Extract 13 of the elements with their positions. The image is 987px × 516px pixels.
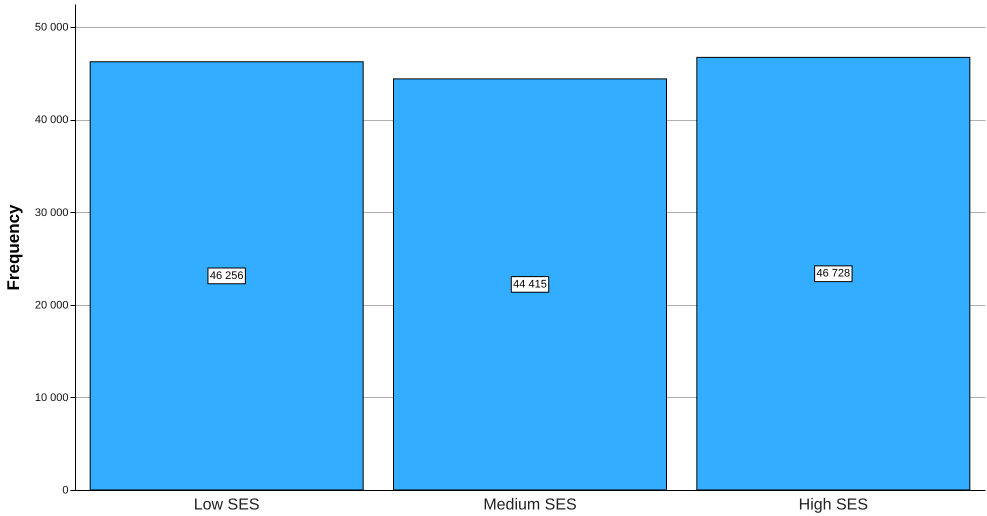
x-tick-label: Medium SES — [483, 496, 577, 514]
y-tick-label: 20 000 — [34, 299, 68, 312]
data-label: 46 256 — [210, 270, 244, 282]
y-tick-label: 40 000 — [34, 114, 68, 126]
x-tick-label: High SES — [798, 496, 868, 514]
data-label: 44 415 — [513, 278, 547, 290]
y-tick-label: 30 000 — [34, 206, 68, 219]
x-tick-label: Low SES — [194, 496, 260, 514]
data-label: 46 728 — [816, 268, 850, 280]
y-axis-title: Frequency — [4, 204, 23, 290]
y-tick-label: 0 — [62, 484, 68, 496]
y-tick-label: 10 000 — [34, 392, 68, 404]
y-tick-label: 50 000 — [34, 22, 68, 34]
